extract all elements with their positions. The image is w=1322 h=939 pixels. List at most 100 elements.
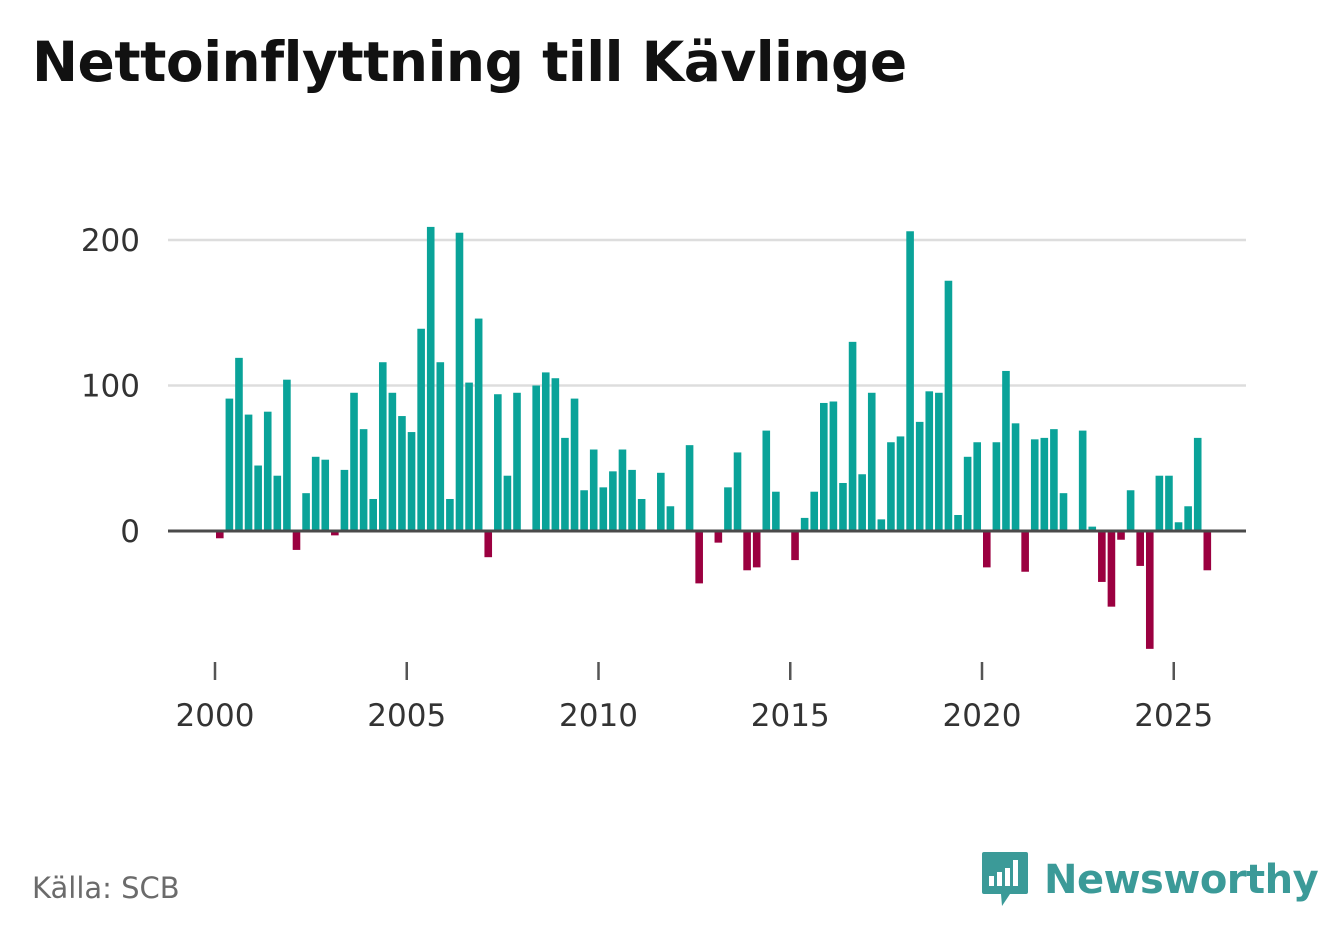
bar (752, 531, 761, 568)
bar (867, 392, 876, 531)
bar (637, 498, 646, 531)
bar (944, 280, 953, 531)
bar (474, 318, 483, 531)
y-tick-label: 100 (81, 369, 140, 405)
bar (858, 474, 866, 531)
bar (992, 442, 1001, 531)
bar (839, 482, 847, 531)
bar (292, 531, 301, 550)
bar (618, 449, 627, 531)
bar (915, 421, 924, 531)
bar (580, 490, 588, 531)
bar (1030, 439, 1039, 531)
bar (743, 531, 751, 571)
bar (541, 372, 550, 531)
bar (551, 378, 560, 531)
bar (331, 531, 339, 536)
bar (494, 394, 502, 531)
chart-title: Nettoinflyttning till Kävlinge (32, 30, 907, 94)
bars-layer (215, 226, 1212, 649)
bar (388, 392, 397, 531)
brand-name: Newsworthy (1044, 857, 1319, 903)
bar (513, 392, 521, 531)
bar (369, 498, 377, 531)
bar (1021, 531, 1029, 572)
bar (273, 475, 282, 531)
bar (244, 414, 253, 531)
bar (263, 411, 272, 531)
x-tick-label: 2015 (751, 698, 830, 734)
bar (599, 487, 608, 531)
bar (1040, 437, 1049, 531)
bar (340, 469, 349, 531)
bar (1107, 531, 1116, 607)
bar (1203, 531, 1212, 571)
bar (302, 493, 310, 531)
bar (1165, 475, 1173, 531)
y-tick-label: 0 (120, 514, 140, 550)
bar (877, 519, 886, 531)
y-tick-label: 200 (81, 223, 140, 259)
x-tick-label: 2000 (176, 698, 255, 734)
bar (685, 445, 694, 531)
bar (1184, 506, 1192, 531)
bar (762, 430, 771, 531)
bar (1145, 531, 1154, 649)
bar (963, 456, 972, 531)
bar (1059, 493, 1068, 531)
bar (810, 491, 819, 531)
bar (561, 437, 569, 531)
bar (1050, 429, 1058, 531)
bar (1117, 531, 1125, 540)
bar (848, 341, 857, 531)
bar (1193, 437, 1202, 531)
bar (628, 469, 636, 531)
bar (446, 498, 454, 531)
bar (1078, 430, 1087, 531)
bar (1126, 490, 1135, 531)
bar (772, 491, 780, 531)
bar (455, 232, 464, 531)
bar (733, 452, 742, 531)
bar (1098, 531, 1106, 582)
bar (436, 362, 445, 531)
x-tick-label: 2020 (943, 698, 1022, 734)
bar (695, 531, 703, 584)
bar (724, 487, 732, 531)
bar (398, 416, 406, 531)
bar (359, 429, 368, 531)
bar (283, 379, 291, 531)
bar (1011, 423, 1020, 531)
bar (609, 471, 617, 531)
bar (657, 472, 665, 531)
bar (973, 442, 982, 531)
bar (570, 398, 579, 531)
bar (982, 531, 991, 568)
bar (906, 231, 914, 531)
bar (321, 459, 330, 531)
grid-layer (168, 238, 1246, 387)
bar (235, 357, 243, 531)
x-tick-label: 2005 (367, 698, 446, 734)
bar (311, 456, 320, 531)
bar (887, 442, 895, 531)
source-note: Källa: SCB (32, 871, 180, 905)
bar (1174, 522, 1183, 531)
newsworthy-logo-icon (982, 852, 1028, 906)
bar (935, 392, 943, 531)
bar (829, 401, 838, 531)
bar (254, 465, 262, 531)
bar (484, 531, 493, 558)
bar (820, 402, 828, 531)
bar (896, 436, 905, 531)
newsworthy-logo[interactable]: Newsworthy (980, 850, 1319, 910)
bar (791, 531, 799, 561)
bar (1155, 475, 1164, 531)
bar (350, 392, 358, 531)
bar (800, 517, 809, 531)
bar (417, 328, 425, 531)
axis-layer: 0 100 200 2000 2005 2010 2015 2020 2025 (81, 223, 1246, 734)
bar (426, 226, 435, 531)
x-tick-label: 2010 (559, 698, 638, 734)
